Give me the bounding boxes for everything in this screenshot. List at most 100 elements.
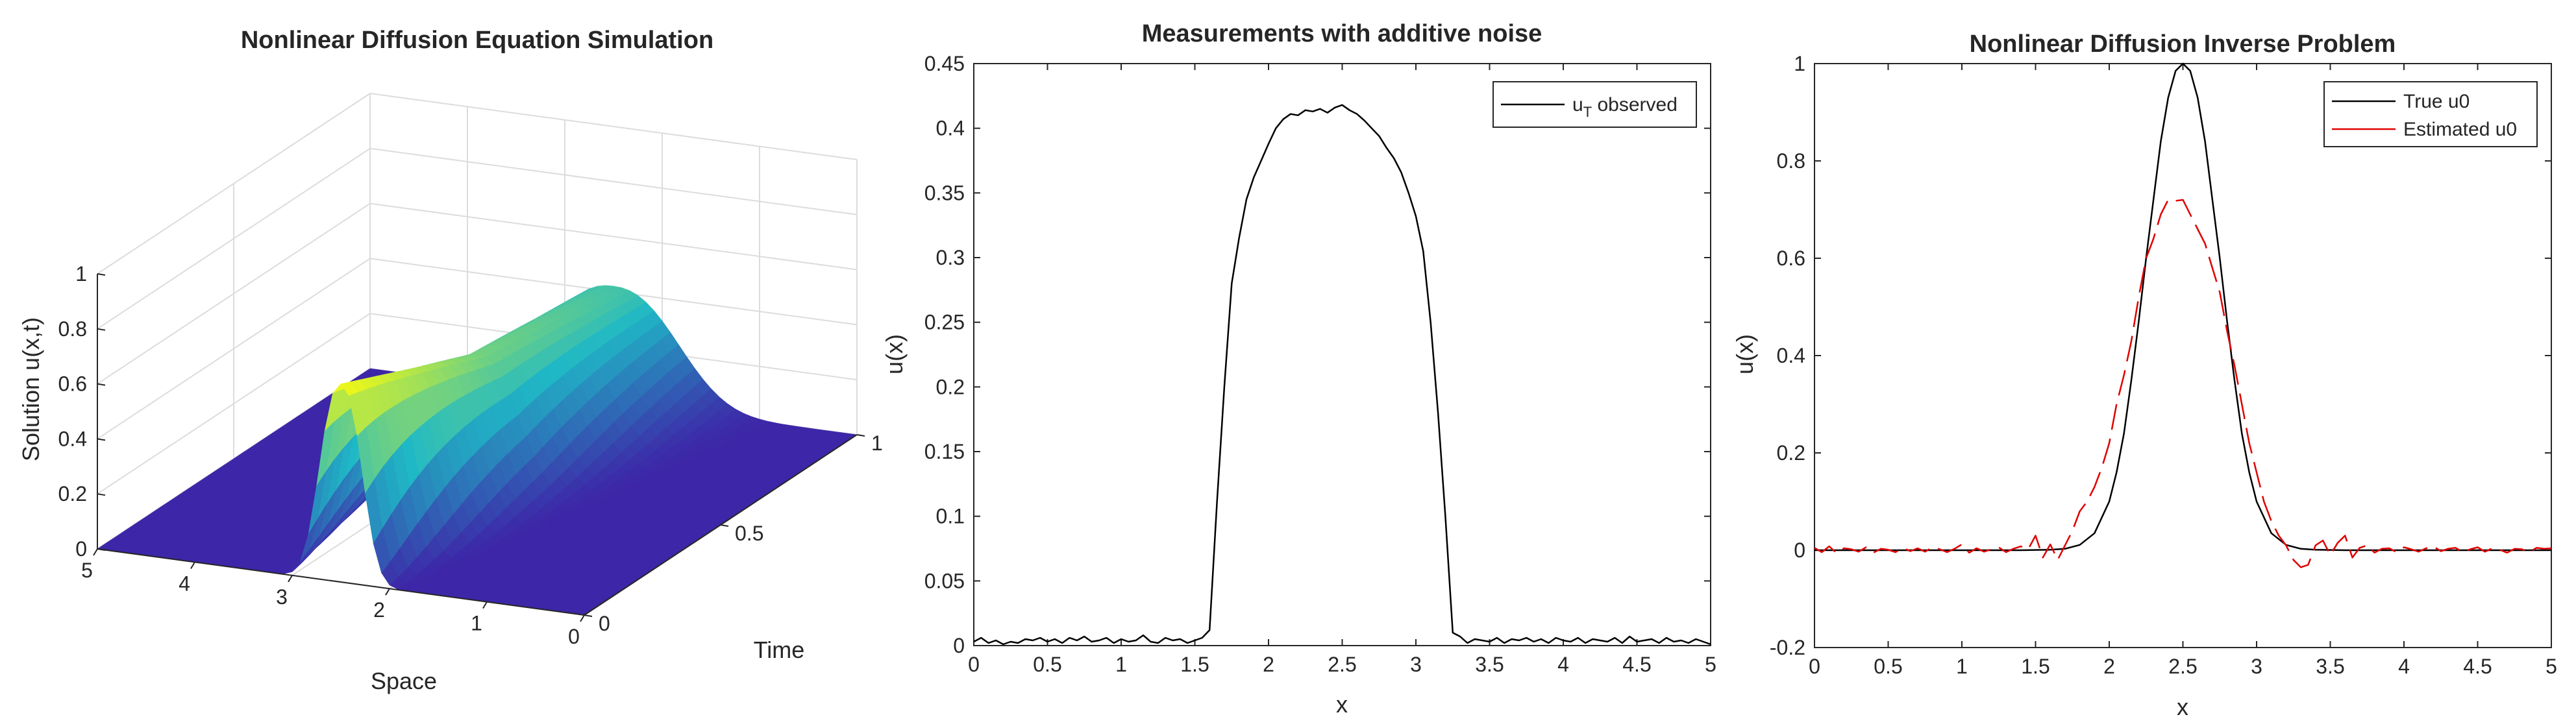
inverse-xtick-label: 2.5 [2168, 655, 2197, 678]
measurements-xtick-label: 3 [1410, 653, 1422, 676]
inverse-ytick-label: 0 [1794, 539, 1805, 562]
space-tick-label: 1 [471, 612, 482, 635]
inverse-ytick-label: 0.2 [1777, 441, 1805, 465]
measurements-ytick-label: 0.3 [936, 246, 965, 269]
legend-label-estimated: Estimated u0 [2403, 119, 2517, 140]
inverse-ytick-label: 0.6 [1777, 247, 1805, 270]
measurements-ytick-label: 0.25 [924, 311, 965, 334]
measurements-xtick-label: 1 [1115, 653, 1127, 676]
inverse-xtick-label: 4.5 [2463, 655, 2492, 678]
surface-title: Nonlinear Diffusion Equation Simulation [241, 27, 713, 54]
time-tick-mark [584, 614, 593, 617]
legend-label-base: u [1572, 94, 1583, 115]
inverse-legend: True u0 Estimated u0 [2323, 81, 2538, 147]
measurements-ticks: 0 0.5 1 1.5 2 2.5 3 3.5 4 4.5 5 0 0.05 0.1 0.15 0.2 0.25… [924, 52, 1716, 676]
inverse-ytick-label: 1 [1794, 52, 1805, 75]
measurements-xlabel: x [1336, 691, 1348, 718]
time-tick-label: 0.5 [735, 522, 763, 545]
inverse-series-b [1814, 199, 2552, 568]
inverse-title: Nonlinear Diffusion Inverse Problem [1970, 30, 2396, 58]
inverse-xtick-label: 3.5 [2316, 655, 2344, 678]
inverse-ytick-label: 0.4 [1777, 344, 1805, 367]
grid-line [369, 202, 858, 271]
legend-box [2323, 81, 2538, 147]
measurements-xtick-label: 2 [1263, 653, 1274, 676]
measurements-ytick-label: 0.2 [936, 375, 965, 398]
measurements-ytick-label: 0.1 [936, 505, 965, 528]
measurements-xtick-label: 5 [1705, 653, 1716, 676]
space-tick-label: 5 [81, 559, 93, 582]
measurements-legend: uT observed [1492, 81, 1697, 128]
grid-line [369, 93, 858, 160]
measurements-ytick-label: 0.35 [924, 181, 965, 204]
inverse-xtick-label: 2 [2103, 655, 2115, 678]
measurements-xtick-label: 0.5 [1033, 653, 1061, 676]
measurements-xtick-label: 2.5 [1328, 653, 1356, 676]
inverse-ticks: 0 0.5 1 1.5 2 2.5 3 3.5 4 4.5 5-0.200.20.40.60.81 [1770, 52, 2557, 678]
measurements-xtick-label: 3.5 [1475, 653, 1504, 676]
inverse-series [1814, 62, 2552, 568]
space-tick-label: 0 [568, 625, 580, 648]
inverse-xtick-label: 1 [1956, 655, 1968, 678]
z-tick-mark [97, 548, 106, 551]
inverse-xtick-label: 5 [2545, 655, 2557, 678]
inverse-plot: 0 0.5 1 1.5 2 2.5 3 3.5 4 4.5 5-0.200.20.40.60.81 … [1731, 30, 2557, 720]
inverse-xtick-label: 0 [1809, 655, 1820, 678]
z-tick-mark [97, 493, 106, 496]
inverse-xtick-label: 1.5 [2021, 655, 2050, 678]
measurements-ylabel: u(x) [881, 334, 908, 374]
z-tick-mark [97, 273, 106, 276]
z-tick-label: 0.2 [58, 482, 87, 505]
space-tick-mark [385, 588, 390, 596]
z-tick-label: 0 [75, 537, 87, 561]
inverse-xtick-label: 0.5 [1874, 655, 1902, 678]
measurements-xtick-label: 1.5 [1180, 653, 1209, 676]
z-tick-label: 0.8 [58, 317, 87, 341]
z-tick-mark [97, 383, 106, 386]
inverse-ytick-label: 0.8 [1777, 149, 1805, 173]
measurements-series [973, 104, 1711, 646]
z-tick-label: 0.6 [58, 372, 87, 396]
inverse-series-a [1814, 62, 2551, 552]
measurements-ytick-label: 0.15 [924, 440, 965, 463]
measurements-ytick-label: 0 [953, 634, 965, 657]
legend-label-observed: uT observed [1572, 94, 1678, 120]
measurements-plot: 0 0.5 1 1.5 2 2.5 3 3.5 4 4.5 5 0 0.05 0.1 0.15 0.2 0.25… [881, 20, 1716, 718]
measurements-series-a [973, 104, 1711, 646]
measurements-xtick-label: 4 [1557, 653, 1569, 676]
time-tick-label: 0 [599, 612, 610, 635]
time-tick-label: 1 [871, 431, 883, 455]
time-tick-mark [856, 434, 865, 437]
measurements-axes-box [973, 63, 1711, 646]
measurements-xtick-label: 4.5 [1622, 653, 1651, 676]
inverse-xlabel: x [2177, 694, 2188, 720]
space-tick-mark [580, 614, 585, 622]
z-tick-mark [97, 328, 106, 331]
measurements-xtick-label: 0 [968, 653, 980, 676]
inverse-xtick-label: 3 [2251, 655, 2262, 678]
surface-mesh [97, 285, 858, 616]
grid-line [369, 147, 858, 215]
space-tick-label: 2 [373, 598, 385, 622]
measurements-ytick-label: 0.4 [936, 117, 965, 140]
legend-label-subscript: T [1583, 104, 1592, 120]
surface-xlabel: Space [371, 668, 437, 694]
space-tick-mark [288, 575, 293, 583]
space-axis-line [97, 548, 585, 616]
surface-ylabel: Time [754, 637, 805, 663]
inverse-axes-box [1814, 63, 2552, 648]
inverse-ylabel: u(x) [1731, 334, 1758, 374]
space-tick-mark [190, 561, 195, 569]
z-tick-mark [97, 438, 106, 441]
z-tick-label: 0.4 [58, 427, 87, 450]
measurements-ytick-label: 0.45 [924, 52, 965, 75]
z-tick-label: 1 [75, 262, 87, 285]
space-tick-mark [93, 548, 98, 556]
space-tick-label: 3 [276, 585, 288, 609]
surface-zlabel: Solution u(x,t) [18, 317, 44, 461]
space-tick-mark [482, 601, 488, 609]
measurements-title: Measurements with additive noise [1142, 20, 1542, 47]
